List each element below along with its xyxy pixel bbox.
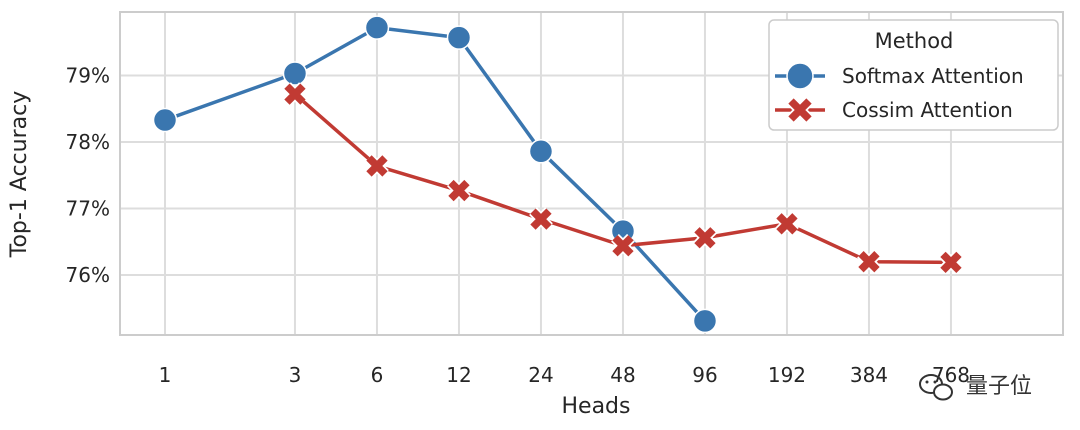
data-point bbox=[612, 235, 634, 257]
legend-item: Cossim Attention bbox=[775, 97, 1013, 123]
legend-marker bbox=[786, 62, 814, 90]
wechat-icon bbox=[919, 374, 953, 401]
legend-label: Cossim Attention bbox=[842, 98, 1013, 122]
y-tick-label: 79% bbox=[66, 64, 110, 88]
y-ticks: 76% 77% 78% 79% bbox=[66, 64, 110, 288]
legend-items: Softmax Attention Cossim Attention bbox=[775, 62, 1024, 123]
series-softmax-attention bbox=[152, 15, 718, 334]
series-line bbox=[164, 25, 707, 323]
data-point bbox=[528, 139, 554, 164]
x-tick-label: 1 bbox=[159, 363, 172, 387]
data-point bbox=[530, 208, 552, 230]
y-tick-label: 77% bbox=[66, 197, 110, 221]
y-axis-label: Top-1 Accuracy bbox=[7, 91, 32, 259]
y-tick-label: 78% bbox=[66, 130, 110, 154]
data-point bbox=[284, 83, 306, 105]
x-tick-label: 12 bbox=[446, 363, 471, 387]
x-ticks: 1 3 6 12 24 48 96 192 384 768 bbox=[159, 363, 970, 387]
legend-item: Softmax Attention bbox=[775, 62, 1024, 90]
data-point bbox=[366, 155, 388, 177]
series-layer bbox=[152, 15, 963, 334]
data-point bbox=[152, 107, 178, 133]
watermark: 量子位 bbox=[919, 374, 1032, 401]
x-tick-label: 24 bbox=[528, 363, 553, 387]
data-point bbox=[858, 251, 880, 273]
data-point bbox=[446, 25, 472, 50]
x-tick-label: 96 bbox=[692, 363, 717, 387]
data-point bbox=[692, 308, 718, 334]
data-point bbox=[940, 251, 962, 274]
y-tick-label: 76% bbox=[66, 263, 110, 287]
legend-box bbox=[768, 19, 1059, 131]
series-cossim-attention bbox=[283, 82, 963, 275]
x-tick-label: 384 bbox=[850, 363, 888, 387]
watermark-text: 量子位 bbox=[966, 374, 1032, 399]
x-axis-label: Heads bbox=[562, 394, 631, 419]
data-point bbox=[364, 15, 390, 40]
legend-title: Method bbox=[875, 29, 954, 53]
data-point bbox=[282, 61, 308, 86]
data-point bbox=[694, 227, 716, 249]
x-tick-label: 6 bbox=[371, 363, 384, 387]
data-point bbox=[776, 213, 798, 235]
x-tick-label: 192 bbox=[768, 363, 806, 387]
plot-frame bbox=[119, 11, 1064, 336]
legend: Method Softmax Attention Cossim Attention bbox=[768, 19, 1059, 131]
x-tick-label: 768 bbox=[932, 363, 970, 387]
x-tick-label: 3 bbox=[289, 363, 302, 387]
x-tick-label: 48 bbox=[610, 363, 635, 387]
legend-marker bbox=[788, 98, 812, 122]
data-point bbox=[448, 179, 470, 202]
legend-label: Softmax Attention bbox=[842, 64, 1024, 88]
